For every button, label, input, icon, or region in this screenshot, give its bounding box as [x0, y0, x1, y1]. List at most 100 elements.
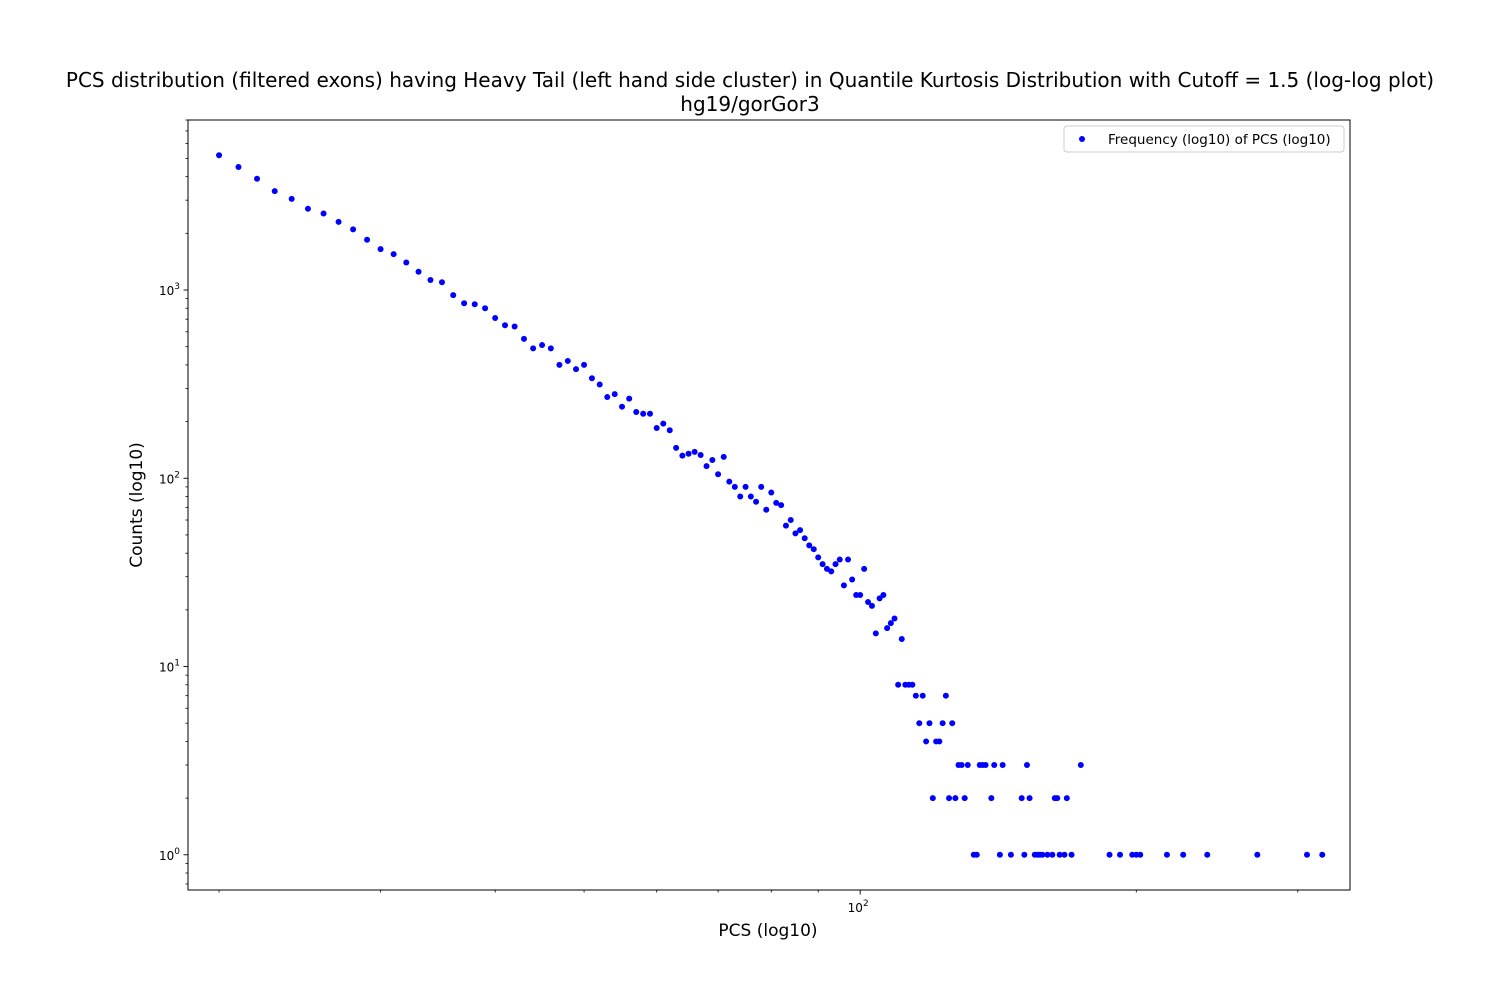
data-point — [865, 599, 872, 606]
data-point — [991, 761, 998, 768]
data-point — [520, 335, 527, 342]
data-point — [666, 427, 673, 434]
data-point — [320, 210, 327, 217]
data-point — [884, 625, 891, 632]
data-point — [626, 395, 633, 402]
data-point — [895, 681, 902, 688]
data-point — [720, 453, 727, 460]
chart-subtitle: hg19/gorGor3 — [680, 92, 820, 116]
data-point — [1023, 761, 1030, 768]
data-point — [619, 403, 626, 410]
data-point — [588, 375, 595, 382]
data-point — [747, 493, 754, 500]
data-point — [758, 483, 765, 490]
data-point — [840, 582, 847, 589]
data-point — [1303, 851, 1310, 858]
data-point — [819, 561, 826, 568]
data-point — [973, 851, 980, 858]
chart-title: PCS distribution (filtered exons) having… — [65, 68, 1435, 92]
data-point — [547, 345, 554, 352]
data-point — [1054, 795, 1061, 802]
data-point — [427, 277, 434, 284]
legend-label: Frequency (log10) of PCS (log10) — [1108, 132, 1331, 148]
plot-frame — [187, 119, 1351, 891]
data-point — [861, 565, 868, 572]
data-point — [731, 483, 738, 490]
data-point — [880, 591, 887, 598]
data-point — [1049, 851, 1056, 858]
data-point — [438, 279, 445, 286]
data-point — [691, 448, 698, 455]
y-tick-label: 100 — [159, 847, 180, 863]
data-point — [1077, 761, 1084, 768]
data-point — [946, 795, 953, 802]
data-point — [982, 761, 989, 768]
data-point — [539, 342, 546, 349]
legend-box — [1063, 125, 1345, 153]
data-point — [726, 478, 733, 485]
data-point — [1018, 795, 1025, 802]
data-point — [1063, 795, 1070, 802]
data-point — [999, 761, 1006, 768]
data-point — [797, 527, 804, 534]
data-point — [806, 542, 813, 549]
data-point — [679, 452, 686, 459]
data-point — [1026, 795, 1033, 802]
y-tick-label: 103 — [159, 282, 180, 298]
data-point — [1204, 851, 1211, 858]
data-point — [742, 483, 749, 490]
data-point — [1044, 851, 1051, 858]
data-point — [872, 630, 879, 637]
data-point — [942, 692, 949, 699]
data-point — [815, 554, 822, 561]
data-point — [926, 720, 933, 727]
data-point — [697, 451, 704, 458]
data-point — [737, 493, 744, 500]
data-point — [887, 620, 894, 627]
data-point — [832, 561, 839, 568]
data-point — [611, 391, 618, 398]
data-point — [715, 471, 722, 478]
data-point — [271, 188, 278, 195]
data-point — [640, 410, 647, 417]
data-point — [1106, 851, 1113, 858]
data-point — [1007, 851, 1014, 858]
data-point — [936, 738, 943, 745]
x-axis-label: PCS (log10) — [718, 921, 818, 941]
data-point — [909, 681, 916, 688]
legend-marker — [1079, 136, 1085, 142]
data-point — [929, 795, 936, 802]
data-point — [916, 720, 923, 727]
data-point — [961, 795, 968, 802]
data-point — [876, 595, 883, 602]
data-point — [1117, 851, 1124, 858]
data-point — [596, 381, 603, 388]
data-point — [1254, 851, 1261, 858]
data-point — [1319, 851, 1326, 858]
data-point — [216, 152, 223, 159]
data-point — [996, 851, 1003, 858]
data-point — [919, 692, 926, 699]
data-point — [939, 720, 946, 727]
data-point — [778, 502, 785, 509]
data-point — [1056, 851, 1063, 858]
y-tick-label: 102 — [159, 470, 180, 486]
data-point — [952, 795, 959, 802]
data-point — [653, 424, 660, 431]
data-point — [335, 218, 342, 225]
data-point — [1039, 851, 1046, 858]
data-point — [530, 345, 537, 352]
data-point — [364, 236, 371, 243]
data-point — [604, 394, 611, 401]
data-point — [836, 556, 843, 563]
data-point — [350, 226, 357, 233]
y-axis-label: Counts (log10) — [127, 442, 147, 568]
data-point — [988, 795, 995, 802]
data-point — [912, 692, 919, 699]
data-point — [949, 720, 956, 727]
data-point — [461, 300, 468, 307]
data-point — [1180, 851, 1187, 858]
data-point — [471, 301, 478, 308]
data-point — [377, 246, 384, 253]
data-point — [646, 410, 653, 417]
